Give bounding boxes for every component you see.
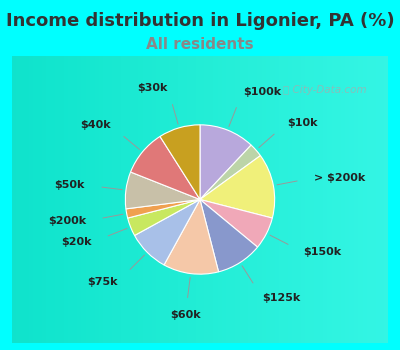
Text: $20k: $20k [62,237,92,247]
Text: $150k: $150k [304,247,342,257]
Wedge shape [128,199,200,236]
Text: $40k: $40k [80,120,110,131]
Text: > $200k: > $200k [314,173,365,183]
Wedge shape [164,199,218,274]
Text: $200k: $200k [48,216,86,226]
Text: $75k: $75k [87,276,118,287]
Wedge shape [126,199,200,218]
Wedge shape [200,145,260,200]
Text: $10k: $10k [287,118,318,128]
Text: $30k: $30k [137,83,168,93]
Wedge shape [200,156,275,218]
Wedge shape [130,136,200,199]
Wedge shape [134,199,200,265]
Wedge shape [200,199,272,247]
Wedge shape [200,125,251,199]
Text: $125k: $125k [262,293,300,302]
Wedge shape [125,172,200,209]
Text: All residents: All residents [146,37,254,52]
Text: $100k: $100k [243,86,281,97]
Text: Income distribution in Ligonier, PA (%): Income distribution in Ligonier, PA (%) [6,12,394,30]
Wedge shape [160,125,200,199]
Text: $50k: $50k [54,180,85,190]
Text: ⓘ City-Data.com: ⓘ City-Data.com [283,85,366,95]
Wedge shape [200,199,258,272]
Text: $60k: $60k [170,310,201,320]
